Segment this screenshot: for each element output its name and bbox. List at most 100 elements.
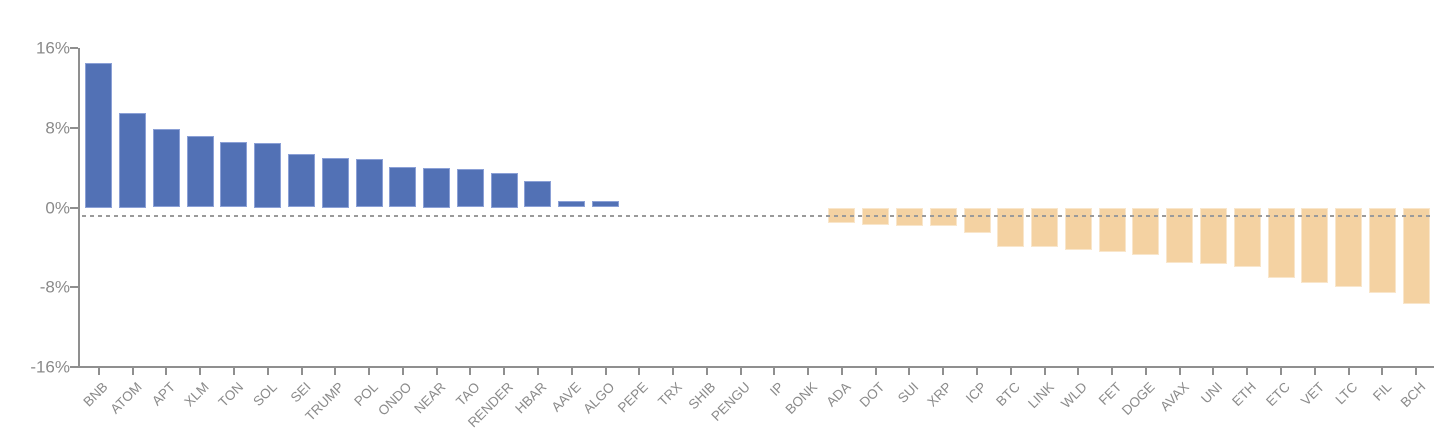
x-tick-label: PEPE [615, 379, 652, 416]
bar-sol [254, 142, 282, 208]
x-tick-label: LTC [1332, 379, 1361, 408]
bar-eth [1233, 207, 1261, 268]
x-tick-mark [401, 368, 404, 375]
bar-fil [1368, 207, 1396, 294]
x-tick-mark [570, 368, 573, 375]
bar-link [1031, 207, 1059, 248]
x-tick-mark [435, 368, 438, 375]
x-tick-label: NEAR [411, 379, 449, 417]
y-tick-label: 0% [45, 198, 70, 217]
x-tick-mark [1077, 368, 1080, 375]
bar-ondo [389, 166, 417, 208]
x-tick-label: ICP [962, 379, 989, 406]
bar-near [423, 167, 451, 208]
bar-tao [456, 168, 484, 208]
x-tick-mark [1246, 368, 1249, 375]
x-tick-mark [807, 368, 810, 375]
x-tick-label: SUI [894, 379, 922, 406]
x-tick-label: SEI [287, 379, 314, 406]
x-tick-label: FET [1095, 379, 1125, 408]
x-tick-mark [942, 368, 945, 375]
x-tick-mark [368, 368, 371, 375]
y-axis-line [78, 48, 80, 368]
x-tick-label: WLD [1058, 379, 1091, 412]
x-tick-mark [1415, 368, 1418, 375]
bar-wld [1064, 207, 1092, 251]
x-tick-mark [199, 368, 202, 375]
x-tick-label: FIL [1369, 379, 1395, 404]
x-tick-mark [266, 368, 269, 375]
bar-apt [152, 128, 180, 208]
x-tick-mark [536, 368, 539, 375]
x-tick-label: SOL [249, 379, 280, 410]
x-tick-label: BONK [782, 379, 821, 417]
bar-ton [220, 141, 248, 208]
x-tick-mark [1144, 368, 1147, 375]
x-tick-mark [908, 368, 911, 375]
x-tick-mark [503, 368, 506, 375]
x-tick-label: XLM [181, 379, 213, 410]
x-tick-label: ADA [823, 379, 854, 410]
y-tick-mark [70, 366, 78, 368]
bar-icp [963, 207, 991, 234]
bar-bnb [85, 62, 113, 208]
bar-aave [558, 200, 586, 208]
x-tick-mark [840, 368, 843, 375]
bar-etc [1267, 207, 1295, 279]
x-tick-mark [97, 368, 100, 375]
y-tick-mark [70, 206, 78, 209]
x-tick-label: AAVE [548, 379, 584, 415]
x-axis-line [78, 366, 1434, 368]
x-tick-label: DOT [856, 379, 888, 411]
reference-dashed-line [82, 215, 1433, 218]
x-tick-label: BTC [993, 379, 1023, 409]
x-tick-label: VET [1297, 379, 1327, 409]
bar-vet [1301, 207, 1329, 284]
x-tick-mark [1347, 368, 1350, 375]
x-tick-mark [1009, 368, 1012, 375]
x-tick-mark [1212, 368, 1215, 375]
x-tick-label: UNI [1198, 379, 1226, 407]
x-tick-label: AVAX [1156, 379, 1192, 414]
x-tick-mark [1111, 368, 1114, 375]
x-tick-label: DOGE [1119, 379, 1158, 419]
x-tick-mark [1043, 368, 1046, 375]
x-tick-label: ONDO [375, 379, 415, 419]
y-tick-label: -16% [30, 357, 70, 377]
x-tick-label: ALGO [580, 379, 618, 417]
x-tick-mark [165, 368, 168, 375]
y-tick-mark [70, 47, 78, 49]
x-tick-mark [705, 368, 708, 375]
bar-xlm [186, 135, 214, 208]
x-tick-mark [131, 368, 134, 375]
x-tick-mark [1178, 368, 1181, 375]
y-tick-mark [70, 126, 78, 129]
x-tick-mark [638, 368, 641, 375]
x-tick-label: LINK [1024, 379, 1057, 412]
x-tick-label: TON [215, 379, 246, 410]
x-tick-mark [976, 368, 979, 375]
x-tick-label: BCH [1397, 379, 1429, 411]
x-tick-label: ETH [1229, 379, 1260, 409]
bar-hbar [524, 180, 552, 208]
x-tick-label: XRP [924, 379, 956, 410]
bar-algo [592, 200, 619, 208]
x-tick-mark [1381, 368, 1384, 375]
x-tick-label: IP [766, 379, 787, 399]
x-tick-mark [739, 368, 742, 375]
bar-sei [288, 153, 316, 208]
x-tick-mark [334, 368, 337, 375]
x-tick-mark [1280, 368, 1282, 375]
y-tick-label: 8% [45, 118, 70, 138]
x-tick-mark [232, 368, 235, 375]
y-tick-label: -8% [39, 277, 70, 297]
bar-pol [355, 158, 383, 208]
bar-btc [997, 207, 1025, 248]
x-tick-mark [604, 368, 607, 375]
x-tick-mark [1313, 368, 1316, 375]
x-tick-mark [672, 368, 675, 375]
x-tick-label: TRX [655, 379, 685, 409]
x-tick-mark [300, 368, 303, 375]
y-tick-label: 16% [35, 38, 70, 58]
